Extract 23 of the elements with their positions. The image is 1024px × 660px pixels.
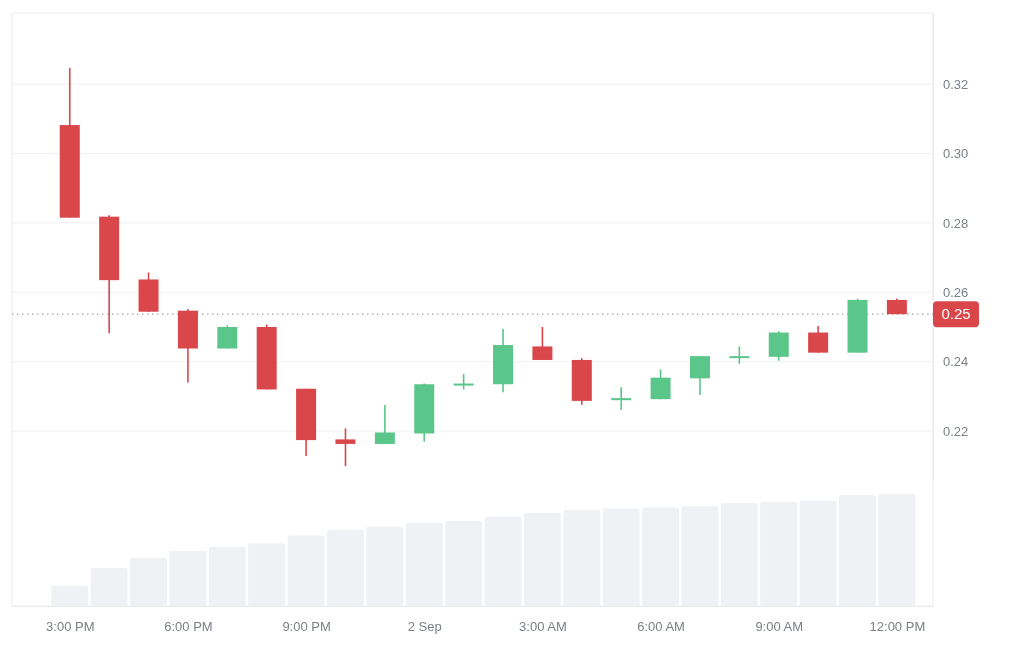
candlestick xyxy=(532,326,553,361)
x-tick-label: 9:00 AM xyxy=(755,619,804,635)
candlestick xyxy=(335,427,356,467)
candlestick xyxy=(374,404,395,445)
x-tick-label: 6:00 AM xyxy=(637,619,685,635)
y-tick-label: 0.32 xyxy=(943,76,969,92)
x-tick-label: 12:00 PM xyxy=(869,619,926,635)
x-tick-label: 2 Sep xyxy=(407,619,442,635)
y-tick-label: 0.30 xyxy=(943,146,969,162)
y-tick-label: 0.28 xyxy=(943,215,969,231)
y-tick-label: 0.22 xyxy=(943,423,969,439)
x-tick-label: 3:00 AM xyxy=(519,619,567,635)
x-tick-label: 3:00 PM xyxy=(46,619,95,635)
x-tick-label: 6:00 PM xyxy=(164,619,213,635)
y-tick-label: 0.24 xyxy=(943,354,969,370)
candlestick xyxy=(808,325,829,354)
candlestick xyxy=(217,324,238,350)
x-tick-label: 9:00 PM xyxy=(282,619,331,635)
candlestick xyxy=(689,355,710,396)
candlestick xyxy=(650,368,671,400)
y-tick-label: 0.26 xyxy=(943,284,969,300)
candlestick xyxy=(611,386,632,411)
ref-line-label: 0.25 xyxy=(941,305,971,323)
